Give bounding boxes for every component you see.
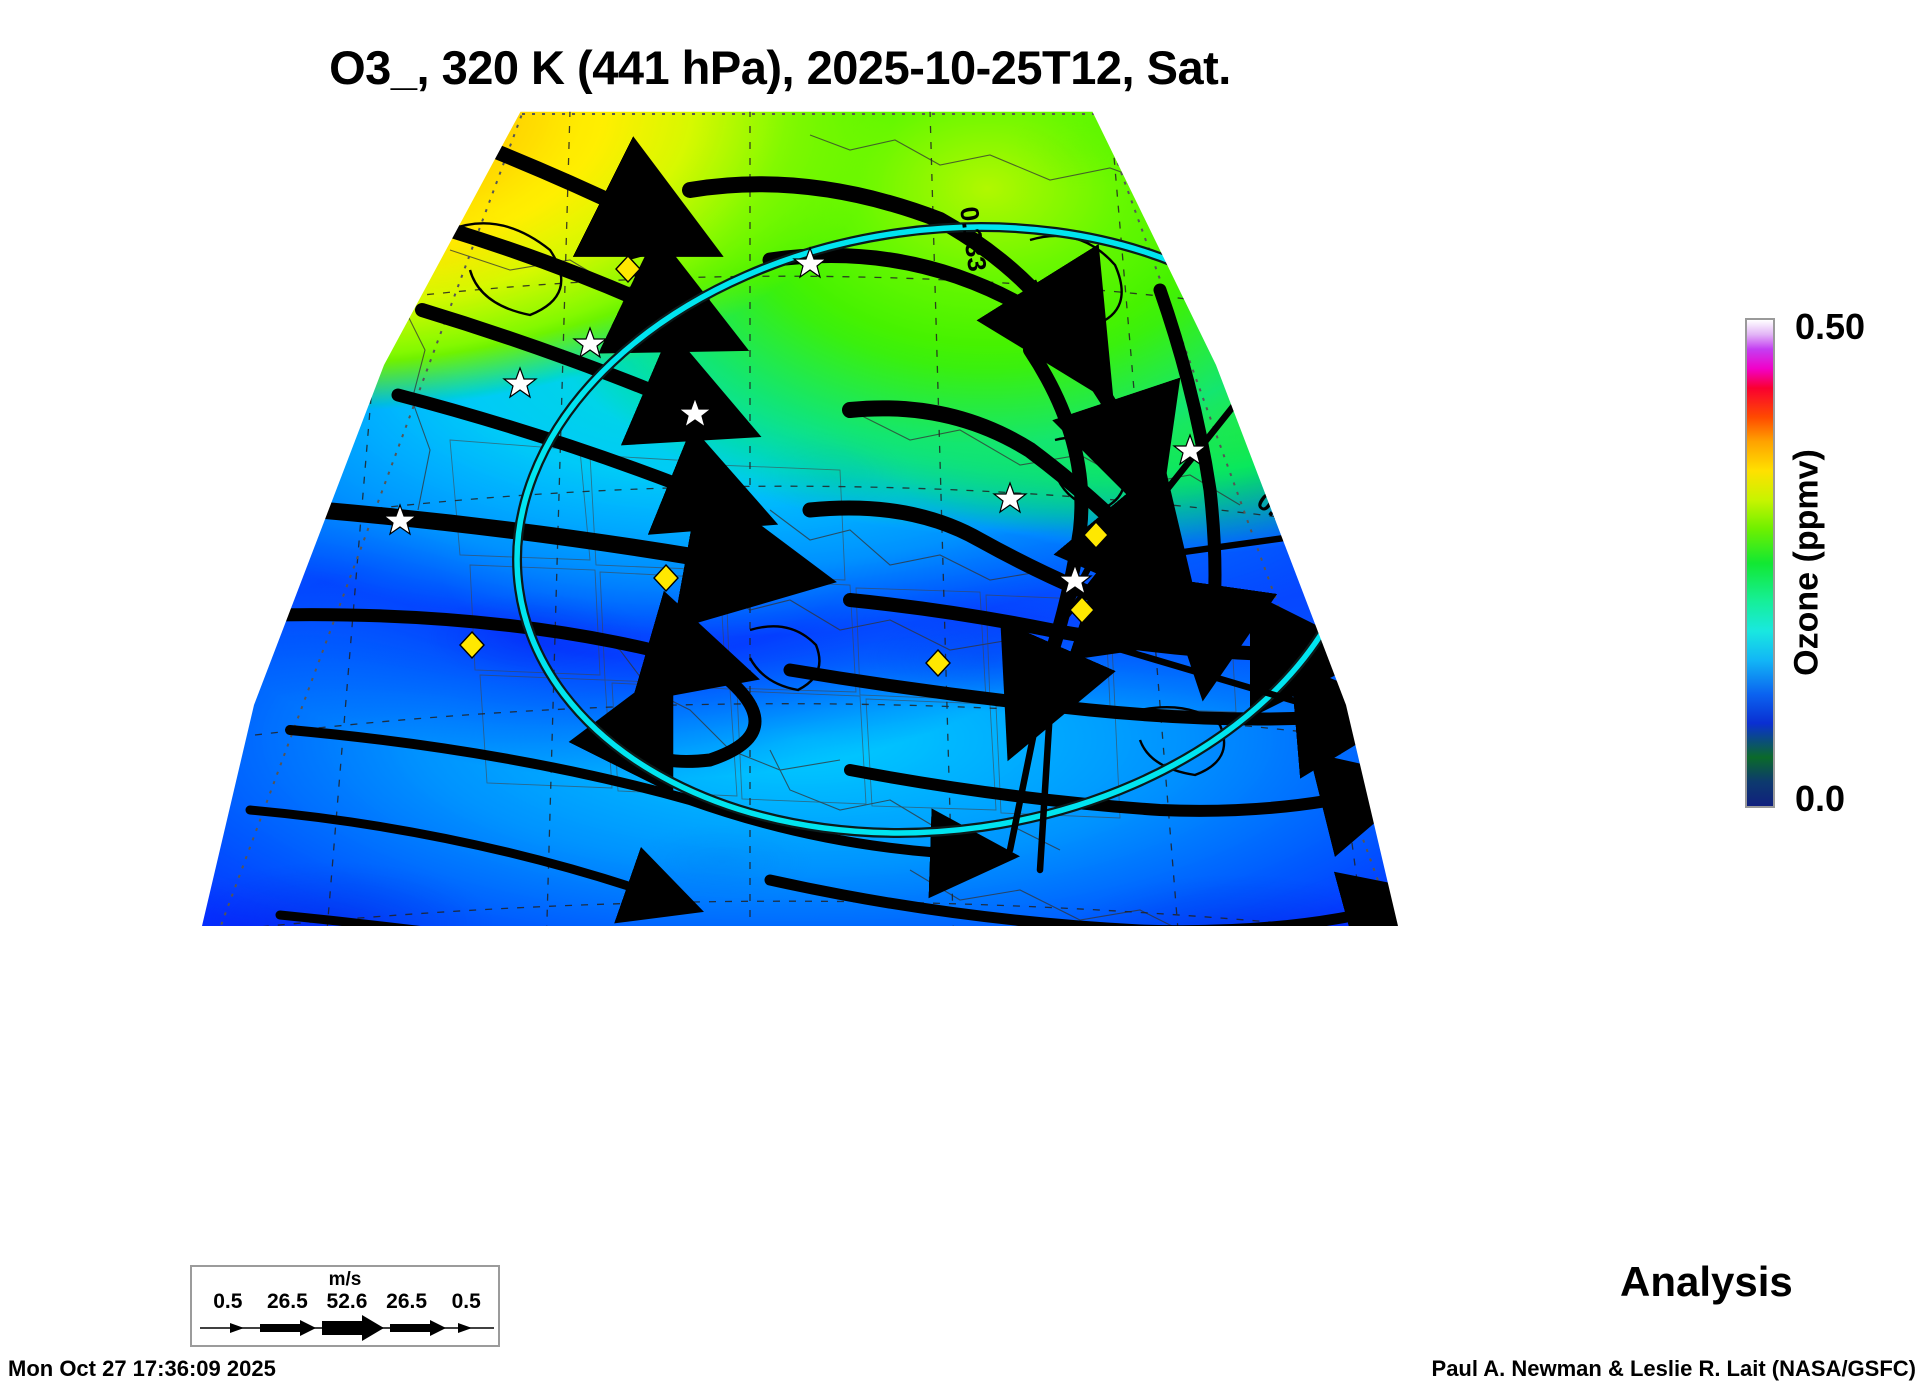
colorbar-gradient	[1745, 318, 1775, 808]
wind-arrow-scale-icon	[200, 1315, 494, 1341]
yellow-diamond-marker	[459, 254, 1109, 678]
wind-unit-label: m/s	[328, 1269, 362, 1290]
map-panel[interactable]: 0.133 0.133 0.133	[150, 110, 1450, 960]
colorbar: 0.50 0.0 Ozone (ppmv)	[1745, 306, 1925, 819]
colorbar-min-label: 0.0	[1795, 778, 1846, 819]
page-title: O3_, 320 K (441 hPa), 2025-10-25T12, Sat…	[329, 41, 1231, 94]
wind-value-4: 26.5	[386, 1290, 428, 1313]
white-star-marker	[382, 246, 1238, 596]
station-markers[interactable]	[150, 110, 1450, 960]
timestamp-label: Mon Oct 27 17:36:09 2025	[8, 1356, 276, 1381]
wind-value-5: 0.5	[451, 1290, 481, 1313]
wind-value-labels: 0.5 26.5 52.6 26.5 0.5	[198, 1290, 496, 1314]
wind-speed-legend: m/s 0.5 26.5 52.6 26.5 0.5	[190, 1265, 500, 1347]
wind-value-3: 52.6	[326, 1290, 368, 1313]
wind-value-1: 0.5	[213, 1290, 243, 1313]
wind-value-2: 26.5	[266, 1290, 308, 1313]
wind-streamlines	[245, 136, 1398, 926]
map-field-clip: 0.133 0.133 0.133	[150, 110, 1450, 960]
colorbar-max-label: 0.50	[1795, 306, 1866, 347]
credits-label: Paul A. Newman & Leslie R. Lait (NASA/GS…	[1431, 1356, 1916, 1381]
colorbar-axis-label: Ozone (ppmv)	[1787, 449, 1826, 676]
analysis-label: Analysis	[1620, 1258, 1793, 1305]
